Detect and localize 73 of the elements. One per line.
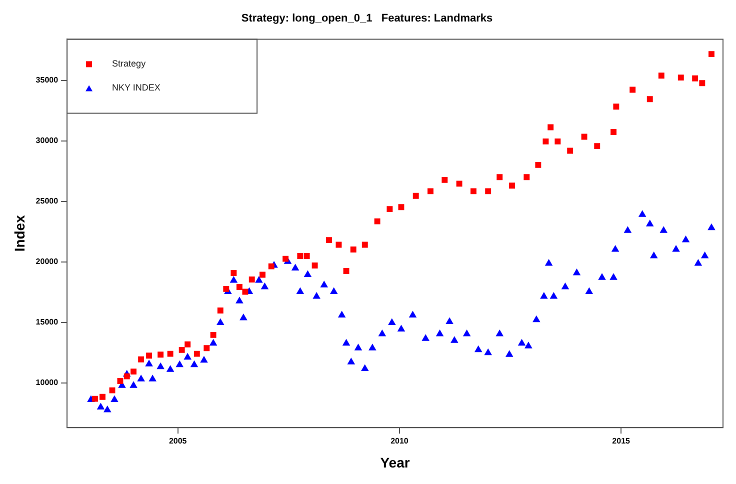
point xyxy=(456,180,462,187)
point xyxy=(610,129,616,135)
point xyxy=(260,272,266,278)
y-tick-label: 30000 xyxy=(36,136,59,146)
point xyxy=(509,182,516,189)
point xyxy=(630,86,636,93)
point xyxy=(184,341,191,348)
point xyxy=(699,80,706,86)
point xyxy=(312,262,318,268)
point xyxy=(304,253,310,259)
chart-title: Strategy: long_open_0_1 Features: Landmarks xyxy=(241,12,493,25)
point xyxy=(708,51,714,58)
point xyxy=(398,204,404,210)
point xyxy=(613,104,620,110)
point xyxy=(554,138,561,144)
point xyxy=(412,192,419,199)
point xyxy=(100,394,106,400)
point xyxy=(124,373,130,380)
y-tick-label: 15000 xyxy=(36,318,59,327)
point xyxy=(485,188,492,194)
point xyxy=(362,242,368,248)
x-tick-label: 2005 xyxy=(168,436,188,446)
point xyxy=(581,134,588,140)
point xyxy=(343,268,350,274)
point xyxy=(242,288,248,295)
point xyxy=(567,148,574,154)
point xyxy=(223,286,230,292)
point xyxy=(109,387,116,394)
point xyxy=(678,74,684,81)
y-tick-label: 20000 xyxy=(36,257,59,266)
y-axis-title: Index xyxy=(11,214,28,252)
point xyxy=(117,378,124,384)
point xyxy=(442,176,448,183)
point xyxy=(692,75,698,82)
point xyxy=(92,396,98,402)
x-tick-label: 2015 xyxy=(612,436,631,446)
point xyxy=(386,206,393,212)
x-tick-label: 2010 xyxy=(390,436,409,446)
point xyxy=(217,308,224,314)
point xyxy=(326,237,332,244)
point xyxy=(548,124,554,130)
y-tick-label: 35000 xyxy=(36,76,59,85)
point xyxy=(535,162,542,168)
point xyxy=(138,356,144,362)
point xyxy=(248,276,255,282)
point xyxy=(594,143,600,150)
point xyxy=(230,270,237,276)
point xyxy=(282,256,289,262)
point xyxy=(470,188,476,194)
legend-label: Strategy xyxy=(112,58,146,69)
point xyxy=(158,352,164,358)
point xyxy=(178,346,185,353)
point xyxy=(350,246,356,252)
y-tick-label: 25000 xyxy=(36,196,59,206)
point xyxy=(658,72,664,79)
point xyxy=(194,350,200,357)
point xyxy=(496,174,503,180)
point xyxy=(204,345,210,352)
point xyxy=(646,96,653,102)
x-axis-title: Year xyxy=(380,454,410,470)
point xyxy=(268,263,274,270)
point xyxy=(146,352,152,359)
point xyxy=(167,350,174,357)
point xyxy=(542,138,549,144)
point xyxy=(130,368,137,375)
point xyxy=(374,218,380,224)
point xyxy=(236,284,242,290)
point xyxy=(524,174,530,180)
point xyxy=(297,253,304,259)
point xyxy=(428,188,434,194)
legend-label: NKY INDEX xyxy=(112,82,160,93)
y-tick-label: 10000 xyxy=(36,378,59,388)
point xyxy=(210,332,216,338)
